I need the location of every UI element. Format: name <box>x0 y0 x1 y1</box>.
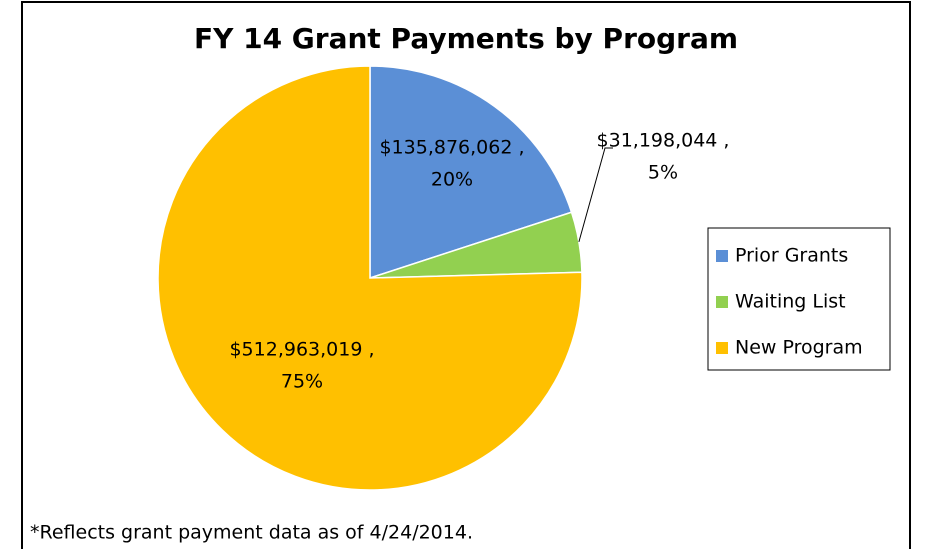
data-label: $31,198,044 , <box>597 130 730 152</box>
chart-title: FY 14 Grant Payments by Program <box>194 22 738 55</box>
legend-box <box>707 227 891 371</box>
pie-slice <box>369 65 573 280</box>
pie-slice <box>157 65 583 491</box>
legend-label: Waiting List <box>735 291 846 313</box>
legend-swatch <box>716 296 728 308</box>
legend-swatch <box>716 250 728 262</box>
legend-label: Prior Grants <box>735 245 848 267</box>
legend-label: New Program <box>735 337 863 359</box>
data-label: 20% <box>431 169 473 191</box>
data-label: 75% <box>281 371 323 393</box>
data-label: $135,876,062 , <box>379 137 524 159</box>
footnote: *Reflects grant payment data as of 4/24/… <box>30 522 473 544</box>
data-label: 5% <box>648 162 678 184</box>
leader-line <box>578 147 613 243</box>
legend-swatch <box>716 342 728 354</box>
data-label: $512,963,019 , <box>229 339 374 361</box>
